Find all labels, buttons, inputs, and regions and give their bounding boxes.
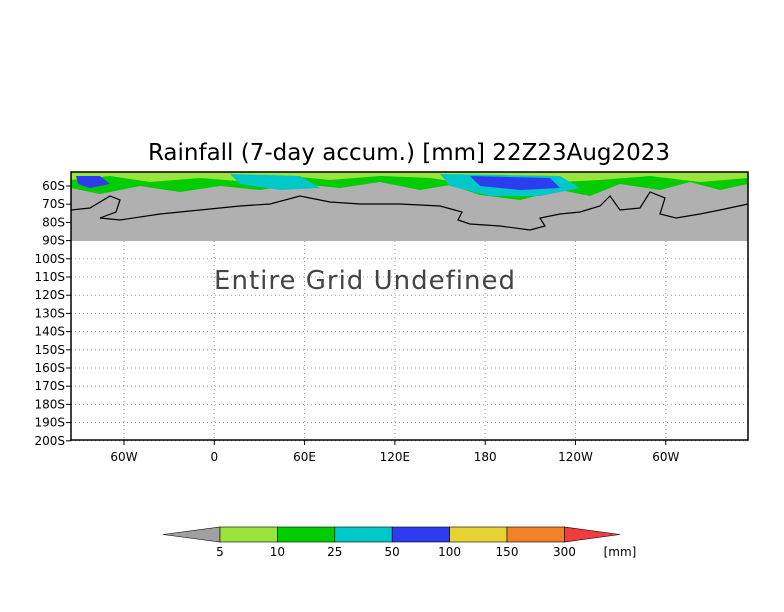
rainfall-patches	[71, 172, 748, 200]
undefined-grid-message: Entire Grid Undefined	[214, 266, 516, 296]
y-axis: 60S 70S 80S 90S 100S 110S 120S 130S 140S 150S 160S…	[34, 179, 71, 448]
y-tick-label: 200S	[34, 434, 65, 448]
colorbar-right-arrow	[564, 526, 621, 543]
y-tick-label: 100S	[34, 252, 65, 266]
y-tick-label: 130S	[34, 306, 65, 320]
y-tick-label: 90S	[42, 234, 65, 248]
x-tick-label: 60E	[293, 450, 316, 464]
colorbar-label: 300	[553, 545, 576, 559]
colorbar-unit: [mm]	[604, 545, 637, 559]
colorbar-box	[506, 526, 565, 543]
x-tick-label: 120E	[380, 450, 411, 464]
y-tick-label: 160S	[34, 361, 65, 375]
y-tick-label: 120S	[34, 288, 65, 302]
x-axis: 60W 0 60E 120E 180 120W 60W	[110, 440, 679, 464]
colorbar-box	[391, 526, 450, 543]
colorbar-label: 150	[496, 545, 519, 559]
x-tick-label: 60W	[110, 450, 137, 464]
antarctica-coastline	[70, 191, 749, 231]
x-tick-label: 180	[474, 450, 497, 464]
colorbar-left-arrow	[162, 526, 221, 543]
colorbar-box	[334, 526, 393, 543]
x-tick-label: 60W	[652, 450, 679, 464]
colorbar: 5 10 25 50 100 150 300 [mm]	[162, 526, 637, 559]
y-tick-label: 190S	[34, 416, 65, 430]
y-tick-label: 150S	[34, 343, 65, 357]
colorbar-label: 100	[438, 545, 461, 559]
plot-frame	[70, 171, 749, 441]
x-tick-label: 0	[210, 450, 218, 464]
colorbar-label: 10	[270, 545, 285, 559]
y-tick-label: 70S	[42, 197, 65, 211]
y-tick-label: 180S	[34, 397, 65, 411]
grid-lines	[71, 241, 748, 442]
colorbar-label: 50	[385, 545, 400, 559]
y-tick-label: 170S	[34, 379, 65, 393]
colorbar-label: 5	[216, 545, 224, 559]
colorbar-box	[219, 526, 278, 543]
y-tick-label: 110S	[34, 270, 65, 284]
x-tick-label: 120W	[558, 450, 593, 464]
colorbar-label: 25	[327, 545, 342, 559]
colorbar-box	[277, 526, 336, 543]
y-tick-label: 80S	[42, 215, 65, 229]
y-tick-label: 140S	[34, 325, 65, 339]
y-tick-label: 60S	[42, 179, 65, 193]
colorbar-box	[449, 526, 508, 543]
chart-title: Rainfall (7-day accum.) [mm] 22Z23Aug202…	[148, 140, 670, 166]
